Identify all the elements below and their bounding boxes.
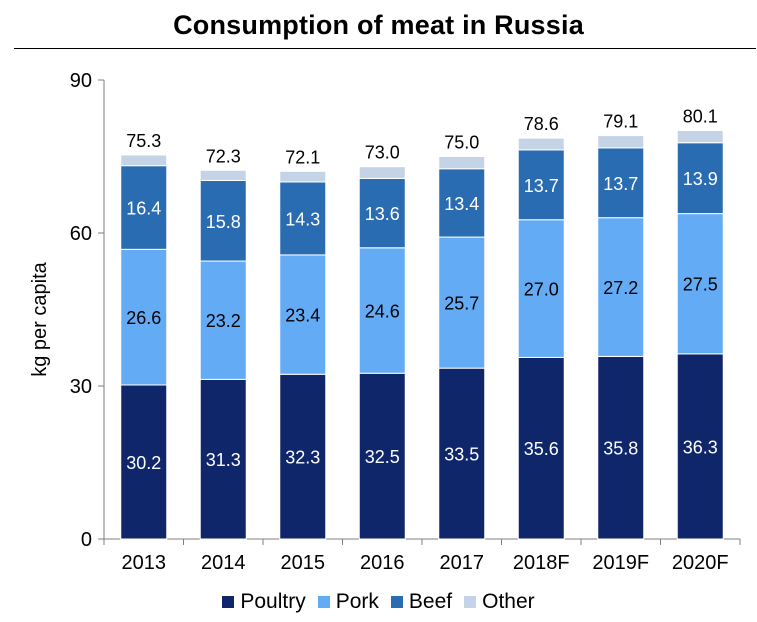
data-label-beef: 13.4: [444, 194, 479, 214]
bar-segment-poultry: [517, 356, 565, 540]
data-label-pork: 27.2: [603, 278, 638, 298]
y-tick-label: 0: [81, 529, 92, 551]
chart-plot: 0 30 60 90 kg per capita 30.2 26.6 16.4 75.3 2013…: [29, 70, 741, 574]
bar-segment-pork: [438, 236, 486, 369]
data-label-pork: 27.5: [683, 275, 718, 295]
total-label: 79.1: [603, 112, 638, 132]
bar-segment-beef: [120, 165, 168, 250]
data-label-pork: 25.7: [444, 294, 479, 314]
total-label: 72.3: [206, 146, 241, 166]
data-label-pork: 23.4: [285, 306, 320, 326]
chart-title: Consumption of meat in Russia: [173, 10, 584, 40]
x-tick-label: 2016: [360, 552, 405, 574]
bar-segment-other: [597, 135, 645, 149]
bar-segment-other: [199, 169, 247, 181]
bar-segment-beef: [517, 149, 565, 221]
y-tick-label: 90: [70, 70, 92, 92]
total-label: 72.1: [285, 147, 320, 167]
bar-segment-poultry: [597, 355, 645, 540]
legend: Poultry Pork Beef Other: [0, 590, 757, 614]
data-label-poultry: 31.3: [206, 450, 241, 470]
legend-swatch: [222, 596, 235, 608]
legend-label: Pork: [335, 590, 379, 613]
data-label-pork: 23.2: [206, 311, 241, 331]
total-label: 80.1: [683, 106, 718, 126]
legend-item-beef: Beef: [390, 590, 453, 614]
bar-segment-beef: [438, 168, 486, 238]
data-label-pork: 27.0: [524, 280, 559, 300]
x-tick-label: 2017: [440, 552, 485, 574]
data-label-poultry: 32.3: [285, 448, 320, 468]
total-label: 73.0: [365, 143, 400, 163]
bar-segment-pork: [676, 213, 724, 355]
total-label: 75.0: [444, 133, 479, 153]
data-label-pork: 26.6: [126, 308, 161, 328]
data-label-beef: 13.6: [365, 204, 400, 224]
y-tick-label: 30: [70, 376, 92, 398]
x-tick-label: 2013: [122, 552, 167, 574]
bar-segment-other: [438, 156, 486, 170]
data-label-beef: 13.7: [603, 174, 638, 194]
data-label-poultry: 36.3: [683, 437, 718, 457]
legend-item-pork: Pork: [317, 590, 379, 614]
x-tick-label: 2019F: [592, 552, 649, 574]
bar-segment-beef: [676, 142, 724, 215]
data-label-poultry: 33.5: [444, 445, 479, 465]
bar-segment-other: [358, 166, 406, 179]
bar-segment-other: [517, 137, 565, 151]
legend-swatch: [390, 596, 403, 608]
total-label: 75.3: [126, 131, 161, 151]
bar-segment-other: [120, 154, 168, 167]
bar-segment-pork: [517, 219, 565, 358]
x-tick-label: 2018F: [513, 552, 570, 574]
bar-segment-poultry: [358, 372, 406, 540]
bar-segment-other: [279, 170, 327, 183]
title-divider: [14, 48, 756, 49]
legend-label: Poultry: [240, 590, 306, 613]
data-label-poultry: 35.6: [524, 439, 559, 459]
y-tick-label: 60: [70, 223, 92, 245]
data-label-poultry: 32.5: [365, 447, 400, 467]
x-tick-label: 2015: [281, 552, 326, 574]
legend-item-other: Other: [464, 590, 535, 614]
legend-swatch: [464, 596, 477, 608]
bar-segment-poultry: [676, 353, 724, 540]
data-label-pork: 24.6: [365, 302, 400, 322]
data-label-beef: 13.7: [524, 176, 559, 196]
bar-segment-poultry: [438, 367, 486, 540]
total-label: 78.6: [524, 114, 559, 134]
bar-segment-pork: [358, 247, 406, 374]
bar-segment-poultry: [199, 378, 247, 540]
legend-label: Other: [482, 590, 535, 613]
bar-segment-pork: [199, 260, 247, 380]
bar-segment-poultry: [279, 373, 327, 540]
bar-segment-beef: [358, 177, 406, 249]
data-label-poultry: 35.8: [603, 439, 638, 459]
legend-item-poultry: Poultry: [222, 590, 306, 614]
data-label-beef: 15.8: [206, 212, 241, 232]
x-tick-label: 2020F: [672, 552, 729, 574]
data-label-beef: 16.4: [126, 199, 161, 219]
data-label-beef: 13.9: [683, 169, 718, 189]
bar-segment-pork: [120, 248, 168, 386]
bar-segment-beef: [199, 179, 247, 262]
data-label-beef: 14.3: [285, 209, 320, 229]
bar-segment-pork: [279, 254, 327, 375]
bar-segment-other: [676, 129, 724, 144]
bar-segment-beef: [279, 181, 327, 256]
legend-label: Beef: [408, 590, 453, 613]
legend-swatch: [317, 596, 330, 608]
bar-segment-poultry: [120, 384, 168, 540]
data-label-poultry: 30.2: [126, 453, 161, 473]
x-tick-label: 2014: [201, 552, 246, 574]
y-axis-label: kg per capita: [29, 261, 51, 376]
